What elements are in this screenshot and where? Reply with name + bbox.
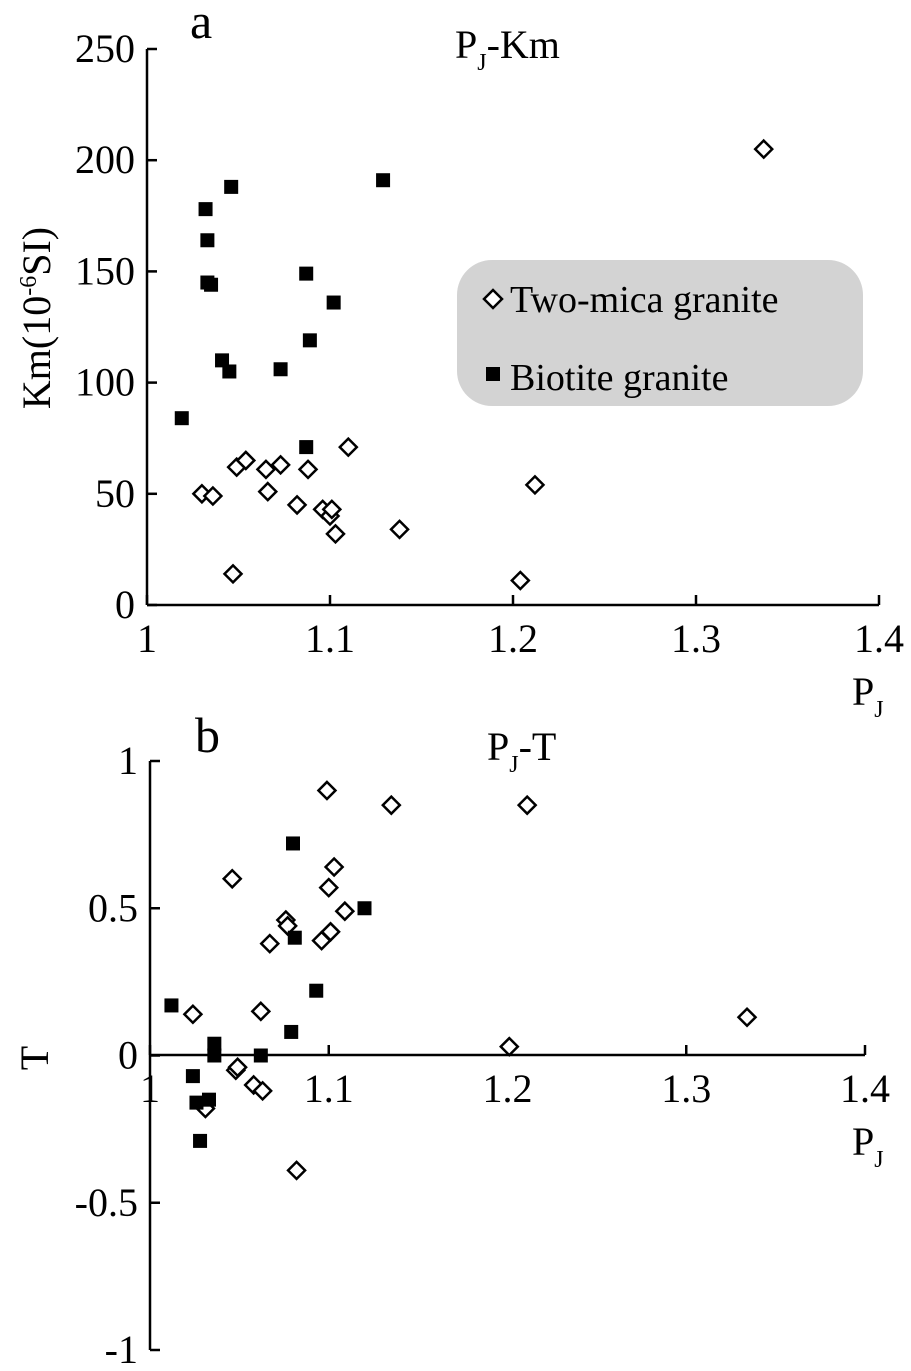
biotite-granite-point [174,411,189,426]
biotite-granite-point [185,1069,200,1084]
panel-b-plot: b PJ-T T PJ 1 1.1 1.2 1.3 1.4 -1 -0.5 0 0.5 1 [12,707,890,1371]
y-tick-label: -0.5 [75,1180,138,1225]
x-tick-label: 1.2 [483,1066,533,1111]
panel-a-title: PJ-Km [455,22,560,76]
biotite-granite-point [189,1095,204,1110]
two-mica-granite-point [316,780,338,801]
panel-b-x-axis-label: PJ [852,1119,884,1173]
panel-a-y-axis-label: Km(10-6SI) [14,227,59,409]
biotite-granite-point [326,295,341,310]
biotite-granite-point [207,1036,222,1051]
two-mica-granite-point [182,1004,204,1025]
two-mica-granite-point [320,921,341,943]
biotite-granite-point [287,930,302,945]
two-mica-granite-point [221,868,243,890]
two-mica-granite-point [524,474,546,496]
biotite-granite-point [215,353,230,368]
two-mica-granite-point [277,915,298,937]
y-tick-label: 1 [118,738,138,783]
y-tick-label: 100 [75,360,135,405]
biotite-granite-point [299,266,314,281]
panel-a-label: a [190,0,212,49]
legend-biotite-granite-marker [486,367,500,381]
two-mica-granite-point [257,481,279,502]
two-mica-granite-point [227,1057,248,1078]
y-tick-label: 250 [75,26,135,71]
two-mica-granite-point [321,499,343,520]
two-mica-granite-point [270,454,291,476]
two-mica-granite-point [381,794,402,816]
two-mica-granite-point [389,519,410,540]
y-tick-label: 0 [115,582,135,627]
two-mica-granite-point [235,450,257,471]
legend-two-mica-granite-marker [482,288,504,310]
panel-b-title: PJ-T [487,724,556,778]
two-mica-granite-point [325,523,346,545]
two-mica-granite-point [297,459,319,480]
x-tick-label: 1 [140,1066,160,1111]
biotite-granite-point [164,998,179,1013]
two-mica-granite-point [286,1160,307,1181]
biotite-granite-point [309,983,324,998]
panel-a-x-axis-label: PJ [852,669,884,723]
y-tick-label: 0 [118,1033,138,1078]
biotite-granite-point [273,362,288,377]
biotite-granite-point [193,1133,208,1148]
two-mica-granite-point [338,436,359,458]
biotite-granite-point [286,836,300,851]
x-tick-label: 1.1 [305,616,355,661]
two-mica-granite-point [255,459,277,480]
two-mica-granite-point [222,563,244,585]
two-mica-granite-point [318,877,340,898]
biotite-granite-point [222,364,237,379]
y-tick-label: 200 [75,137,135,182]
y-tick-label: 0.5 [88,885,138,930]
x-tick-label: 1.3 [661,1066,711,1111]
panel-b-y-axis-label: T [12,1046,57,1070]
two-mica-granite-point [499,1036,520,1057]
two-mica-granite-point [510,570,531,591]
y-tick-label: 150 [75,248,135,293]
biotite-granite-point [253,1048,268,1063]
x-tick-label: 1.4 [854,616,904,661]
two-mica-granite-point [516,794,538,816]
biotite-granite-point [284,1024,299,1039]
panel-a-plot: a PJ-Km Two-mica granite Biotite granite… [14,0,904,723]
two-mica-granite-point [323,856,345,878]
biotite-granite-point [357,901,372,916]
legend-two-mica-granite-label: Two-mica granite [510,279,779,321]
two-mica-granite-point [753,138,774,160]
x-tick-label: 1.4 [840,1066,890,1111]
biotite-granite-point [302,333,317,348]
biotite-granite-point [204,277,219,292]
biotite-granite-point [376,173,391,188]
x-tick-label: 1.2 [488,616,538,661]
y-tick-label: -1 [105,1327,138,1371]
two-mica-granite-point [252,1080,273,1102]
x-tick-label: 1 [137,616,157,661]
biotite-granite-point [198,202,213,217]
biotite-granite-point [299,440,314,455]
biotite-granite-point [224,179,239,194]
legend-box [457,260,863,406]
biotite-granite-point [200,233,215,248]
x-tick-label: 1.1 [304,1066,354,1111]
two-mica-granite-point [259,933,281,954]
panel-b-label: b [195,707,220,763]
two-mica-granite-point [250,1001,272,1022]
biotite-granite-point [207,1048,222,1063]
two-mica-granite-point [202,485,224,507]
y-tick-label: 50 [95,471,135,516]
legend-biotite-granite-label: Biotite granite [510,357,728,399]
biotite-granite-point [201,1092,216,1107]
x-tick-label: 1.3 [671,616,721,661]
two-mica-granite-point [286,494,308,516]
two-mica-granite-point [736,1006,758,1028]
two-mica-granite-point [334,900,356,922]
